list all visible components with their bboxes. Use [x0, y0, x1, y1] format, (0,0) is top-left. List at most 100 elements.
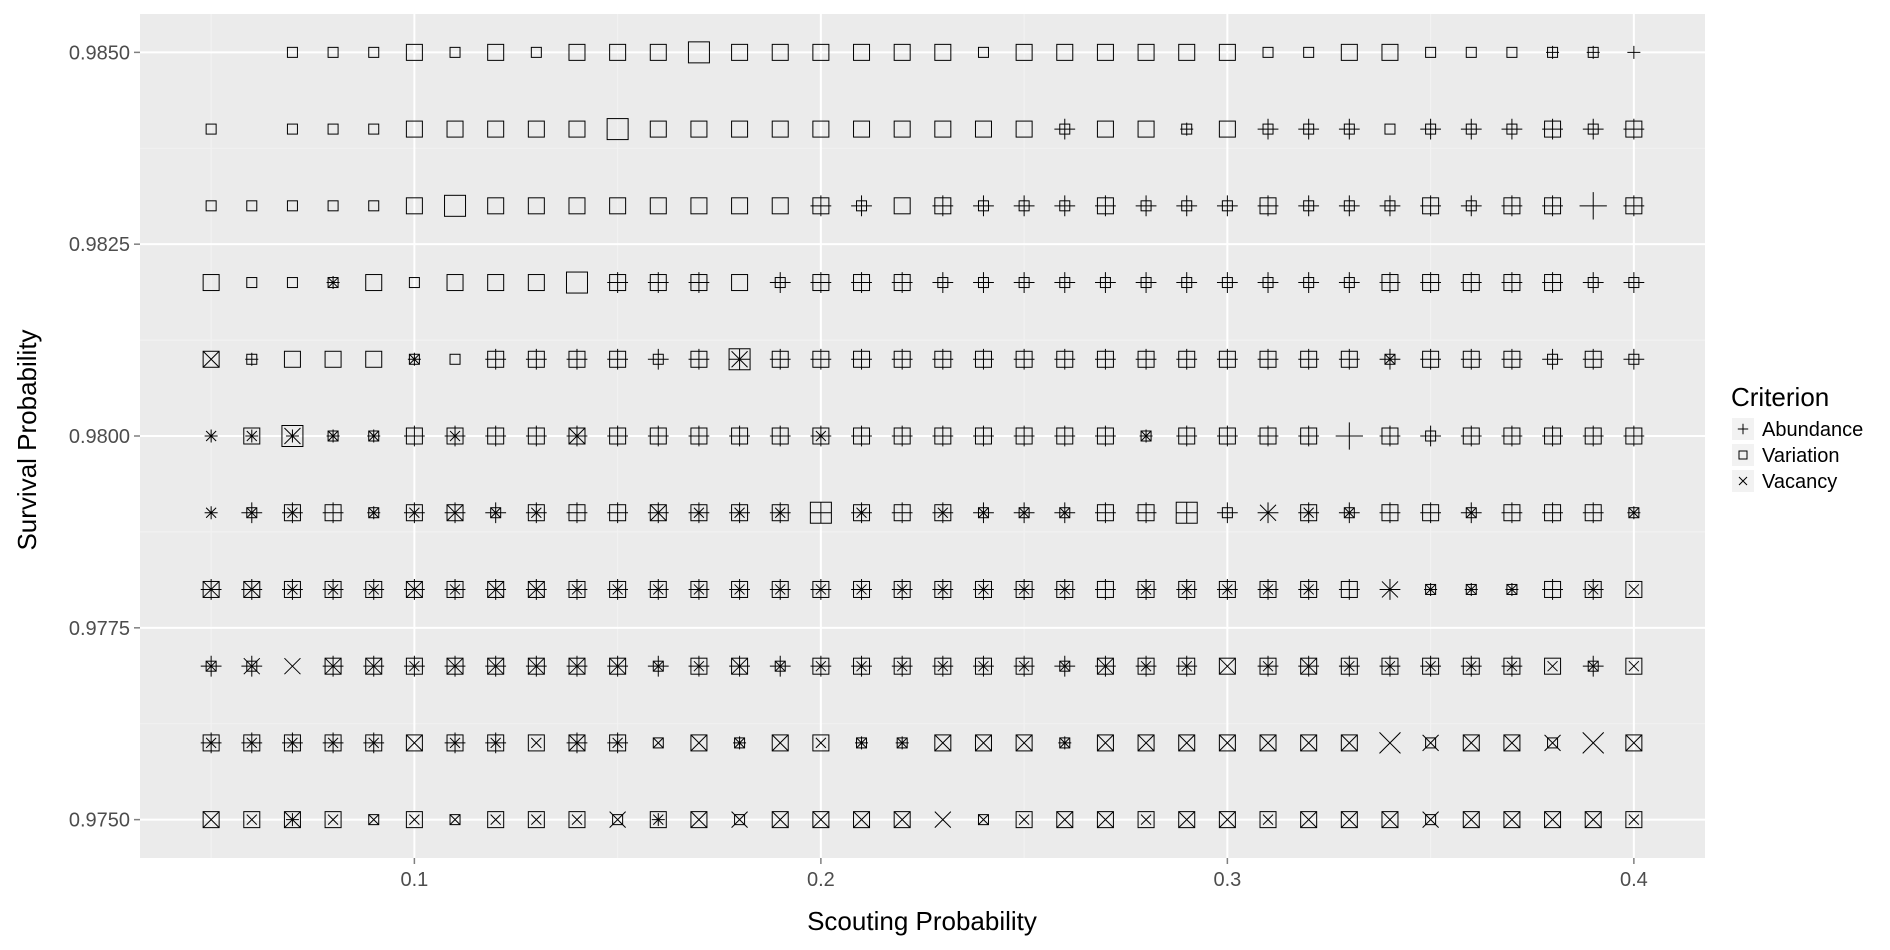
- variation-point: [1628, 277, 1640, 289]
- variation-point: [1096, 350, 1114, 368]
- abundance-point: [1095, 579, 1116, 600]
- x-axis: 0.1 0.2 0.3 0.4: [400, 858, 1648, 891]
- variation-point: [774, 277, 786, 289]
- variation-point: [690, 274, 708, 292]
- abundance-point: [1542, 195, 1563, 217]
- variation-point: [690, 734, 708, 752]
- abundance-point: [891, 272, 913, 293]
- variation-point: [446, 274, 464, 292]
- vacancy-point: [1300, 811, 1318, 828]
- vacancy-point: [530, 507, 542, 519]
- variation-point: [731, 580, 749, 598]
- variation-point: [853, 427, 871, 445]
- variation-point: [365, 350, 383, 368]
- variation-point: [487, 350, 505, 368]
- variation-point: [487, 811, 505, 829]
- variation-point: [1628, 507, 1640, 519]
- abundance-point: [1176, 502, 1198, 524]
- variation-point: [365, 657, 383, 675]
- variation-point: [731, 120, 749, 138]
- vacancy-point: [731, 811, 748, 828]
- variation-point: [1625, 580, 1643, 598]
- vacancy-point: [1181, 584, 1193, 595]
- variation-point: [1137, 504, 1155, 522]
- variation-point: [446, 427, 464, 445]
- variation-point: [1340, 350, 1358, 368]
- abundance-point: [1054, 348, 1076, 370]
- vacancy-point: [1262, 814, 1274, 825]
- variation-point: [1099, 277, 1111, 289]
- abundance-point: [1054, 118, 1076, 140]
- variation-point: [853, 43, 871, 61]
- variation-point: [1218, 427, 1236, 445]
- vacancy-point: [284, 657, 301, 675]
- series-abundance: [200, 45, 1645, 827]
- vacancy-point: [609, 657, 626, 675]
- vacancy-point: [1425, 660, 1436, 672]
- vacancy-point: [368, 814, 380, 825]
- variation-point: [1343, 277, 1355, 289]
- vacancy-point: [530, 814, 542, 825]
- vacancy-point: [205, 737, 217, 749]
- variation-point: [205, 200, 217, 212]
- abundance-point: [1257, 348, 1279, 370]
- variation-point: [1015, 734, 1033, 752]
- vacancy-point: [1587, 584, 1599, 595]
- variation-point: [812, 120, 830, 138]
- x-tick-label: 0.2: [807, 869, 835, 891]
- variation-point: [1625, 734, 1643, 752]
- vacancy-point: [246, 814, 258, 825]
- variation-point: [1300, 734, 1318, 752]
- abundance-point: [973, 195, 994, 217]
- variation-point: [487, 427, 505, 445]
- x-tick-label: 0.1: [400, 869, 428, 891]
- vacancy-point: [409, 660, 420, 672]
- variation-point: [731, 197, 749, 215]
- variation-point: [1544, 120, 1562, 138]
- variation-point: [1218, 580, 1236, 598]
- variation-point: [893, 811, 911, 829]
- variation-point: [1503, 734, 1521, 752]
- vacancy-point: [287, 584, 298, 595]
- variation-point: [446, 580, 464, 598]
- vacancy-point: [1259, 504, 1277, 522]
- abundance-point: [566, 502, 588, 524]
- vacancy-point: [856, 737, 867, 749]
- variation-point: [1381, 427, 1399, 445]
- variation-point: [609, 43, 627, 61]
- variation-point: [1059, 660, 1071, 672]
- variation-point: [368, 430, 380, 442]
- vacancy-point: [446, 657, 464, 675]
- variation-point: [652, 660, 664, 672]
- vacancy-point: [202, 350, 220, 368]
- vacancy-point: [324, 657, 342, 675]
- variation-point: [893, 427, 911, 445]
- legend-key-plus: [1737, 423, 1749, 435]
- variation-point: [1384, 353, 1396, 365]
- abundance-point: [1460, 195, 1482, 217]
- variation-point: [243, 427, 261, 445]
- abundance-point: [1216, 502, 1238, 524]
- vacancy-point: [530, 737, 542, 749]
- variation-point: [1381, 274, 1399, 292]
- variation-point: [812, 580, 830, 598]
- vacancy-point: [1300, 734, 1318, 752]
- variation-point: [731, 274, 749, 292]
- variation-point: [649, 274, 667, 292]
- vacancy-point: [368, 737, 380, 749]
- variation-point: [974, 734, 992, 752]
- variation-point: [812, 43, 830, 61]
- vacancy-point: [1506, 660, 1518, 672]
- x-tick-label: 0.3: [1213, 869, 1241, 891]
- vacancy-point: [1506, 584, 1518, 595]
- vacancy-point: [1018, 814, 1030, 825]
- vacancy-point: [284, 427, 301, 445]
- vacancy-point: [1059, 660, 1071, 672]
- variation-point: [327, 430, 339, 442]
- variation-point: [568, 43, 586, 61]
- variation-point: [1137, 734, 1155, 752]
- vacancy-point: [612, 584, 623, 595]
- abundance-point: [769, 425, 791, 447]
- vacancy-point: [446, 504, 464, 522]
- variation-point: [893, 43, 911, 61]
